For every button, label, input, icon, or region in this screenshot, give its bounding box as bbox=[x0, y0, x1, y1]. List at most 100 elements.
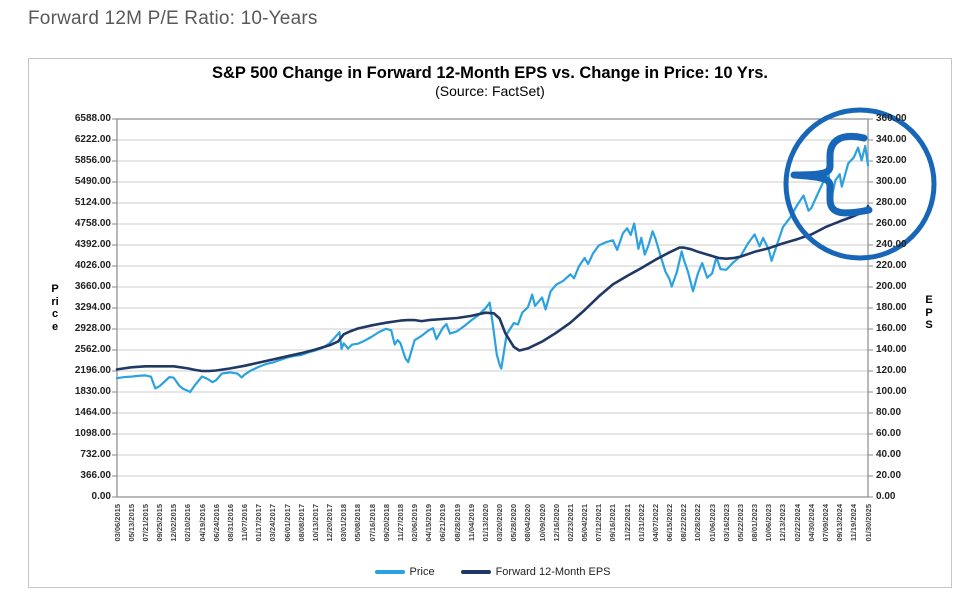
page-title: Forward 12M P/E Ratio: 10-Years bbox=[28, 8, 318, 29]
eps-axis-tick-label: 320.00 bbox=[876, 155, 907, 166]
price-axis-tick-label: 4758.00 bbox=[74, 218, 111, 229]
x-axis-tick-label: 12/16/2020 bbox=[551, 504, 561, 542]
x-axis-tick-label: 04/30/2024 bbox=[806, 504, 816, 542]
price-axis-tick-label: 2928.00 bbox=[74, 323, 111, 334]
x-axis-tick-label: 03/06/2015 bbox=[112, 504, 122, 542]
x-axis-tick-label: 12/02/2015 bbox=[169, 504, 179, 542]
x-axis-tick-label: 01/17/2017 bbox=[254, 504, 264, 542]
x-axis-tick-label: 10/13/2017 bbox=[310, 504, 320, 542]
x-axis-tick-label: 04/19/2016 bbox=[197, 504, 207, 542]
price-axis-tick-label: 5856.00 bbox=[74, 155, 111, 166]
x-axis-tick-label: 10/28/2022 bbox=[693, 504, 703, 542]
x-axis-tick-label: 05/22/2023 bbox=[735, 504, 745, 542]
x-axis-tick-label: 10/06/2023 bbox=[764, 504, 774, 542]
price-axis-tick-label: 5490.00 bbox=[74, 176, 111, 187]
x-axis-tick-label: 08/28/2019 bbox=[452, 504, 462, 542]
x-axis-tick-label: 06/01/2017 bbox=[282, 504, 292, 542]
x-axis-tick-label: 03/20/2020 bbox=[495, 504, 505, 542]
x-axis-tick-label: 01/13/2020 bbox=[480, 504, 490, 542]
x-axis-tick-label: 11/27/2018 bbox=[395, 504, 405, 542]
price-axis-tick-label: 2562.00 bbox=[74, 344, 111, 355]
x-axis-tick-label: 09/25/2015 bbox=[155, 504, 164, 542]
eps-axis-tick-label: 80.00 bbox=[876, 407, 902, 418]
x-axis-tick-label: 05/08/2018 bbox=[353, 504, 363, 542]
annotation-brace bbox=[790, 133, 873, 217]
x-axis-tick-label: 12/20/2017 bbox=[325, 504, 335, 542]
legend-label-eps: Forward 12-Month EPS bbox=[495, 566, 611, 578]
legend-item-eps: Forward 12-Month EPS bbox=[460, 566, 611, 578]
price-axis-label: Price bbox=[51, 283, 59, 333]
price-axis-tick-label: 6588.00 bbox=[74, 113, 111, 124]
x-axis-tick-label: 11/07/2016 bbox=[240, 504, 250, 542]
x-axis-tick-label: 03/24/2017 bbox=[268, 504, 278, 542]
x-axis-tick-label: 11/04/2019 bbox=[466, 504, 476, 542]
legend-item-price: Price bbox=[374, 566, 435, 578]
chart-title: S&P 500 Change in Forward 12-Month EPS v… bbox=[212, 64, 768, 82]
x-axis-tick-label: 01/30/2025 bbox=[863, 504, 873, 542]
price-axis-tick-label: 3660.00 bbox=[74, 281, 111, 292]
x-axis-tick-label: 02/23/2021 bbox=[565, 504, 575, 542]
x-axis-tick-label: 06/21/2019 bbox=[438, 504, 448, 542]
x-axis-tick-label: 04/15/2019 bbox=[424, 504, 434, 542]
price-axis-tick-label: 4026.00 bbox=[74, 260, 111, 271]
x-axis-tick-label: 11/19/2024 bbox=[849, 504, 859, 542]
x-axis-tick-label: 08/08/2017 bbox=[296, 504, 306, 542]
price-axis-tick-label: 5124.00 bbox=[74, 197, 111, 208]
chart-subtitle: (Source: FactSet) bbox=[435, 83, 545, 99]
x-axis-tick-label: 05/04/2021 bbox=[580, 504, 590, 542]
x-axis-tick-label: 04/07/2022 bbox=[650, 504, 660, 542]
eps-axis-label: EPS bbox=[925, 294, 933, 331]
eps-axis-tick-label: 260.00 bbox=[876, 218, 907, 229]
x-axis-tick-label: 08/31/2016 bbox=[225, 504, 235, 542]
chart-legend: Price Forward 12-Month EPS bbox=[117, 566, 868, 578]
x-axis-tick-label: 01/31/2022 bbox=[636, 504, 646, 542]
price-line bbox=[115, 144, 870, 394]
x-axis-tick-label: 07/09/2024 bbox=[820, 504, 830, 542]
x-axis-tick-label: 08/01/2023 bbox=[750, 504, 760, 542]
x-axis-tick-label: 06/15/2022 bbox=[665, 504, 675, 542]
eps-axis-tick-label: 60.00 bbox=[876, 428, 902, 439]
x-axis-tick-label: 07/12/2021 bbox=[594, 504, 604, 542]
x-axis-tick-label: 09/13/2024 bbox=[835, 504, 845, 542]
x-axis-tick-label: 01/06/2023 bbox=[707, 504, 717, 542]
price-axis-tick-label: 6222.00 bbox=[74, 134, 111, 145]
x-axis-tick-label: 02/06/2019 bbox=[410, 504, 420, 542]
eps-axis-tick-label: 100.00 bbox=[876, 386, 907, 397]
eps-line-swatch bbox=[460, 570, 491, 574]
eps-axis-tick-label: 220.00 bbox=[876, 260, 907, 271]
x-axis-tick-label: 06/24/2016 bbox=[211, 504, 221, 542]
price-axis-tick-label: 1464.00 bbox=[74, 407, 111, 418]
price-line-swatch bbox=[374, 570, 405, 574]
eps-axis-tick-label: 120.00 bbox=[876, 365, 907, 376]
price-axis-tick-label: 0.00 bbox=[91, 491, 111, 502]
eps-axis-tick-label: 0.00 bbox=[876, 491, 896, 502]
x-axis-tick-label: 09/20/2018 bbox=[381, 504, 391, 542]
eps-axis-tick-label: 280.00 bbox=[876, 197, 907, 208]
eps-line bbox=[115, 204, 870, 373]
eps-axis-tick-label: 180.00 bbox=[876, 302, 907, 313]
annotation-circle bbox=[783, 107, 937, 261]
eps-axis-tick-label: 140.00 bbox=[876, 344, 907, 355]
x-axis-tick-label: 09/16/2021 bbox=[608, 504, 618, 542]
x-axis-tick-label: 08/22/2022 bbox=[679, 504, 689, 542]
x-axis-tick-label: 08/04/2020 bbox=[523, 504, 533, 542]
eps-axis-tick-label: 20.00 bbox=[876, 470, 902, 481]
eps-axis-tick-label: 360.00 bbox=[876, 113, 907, 124]
price-axis-tick-label: 1830.00 bbox=[74, 386, 111, 397]
x-axis-tick-label: 11/22/2021 bbox=[622, 504, 632, 542]
eps-axis-tick-label: 160.00 bbox=[876, 323, 907, 334]
x-axis-tick-label: 02/10/2016 bbox=[183, 504, 193, 542]
x-axis-tick-label: 12/13/2023 bbox=[778, 504, 788, 542]
x-axis-tick-label: 07/21/2015 bbox=[140, 504, 150, 542]
price-axis-tick-label: 366.00 bbox=[80, 470, 111, 481]
price-axis-tick-label: 4392.00 bbox=[74, 239, 111, 250]
price-axis-tick-label: 732.00 bbox=[80, 449, 111, 460]
x-axis-tick-label: 10/09/2020 bbox=[537, 504, 547, 542]
x-axis-tick-label: 05/13/2015 bbox=[126, 504, 136, 542]
price-axis-tick-label: 1098.00 bbox=[74, 428, 111, 439]
price-axis-tick-label: 2196.00 bbox=[74, 365, 111, 376]
eps-axis-tick-label: 340.00 bbox=[876, 134, 907, 145]
x-axis-tick-label: 05/28/2020 bbox=[509, 504, 519, 542]
chart-plot bbox=[112, 107, 937, 498]
